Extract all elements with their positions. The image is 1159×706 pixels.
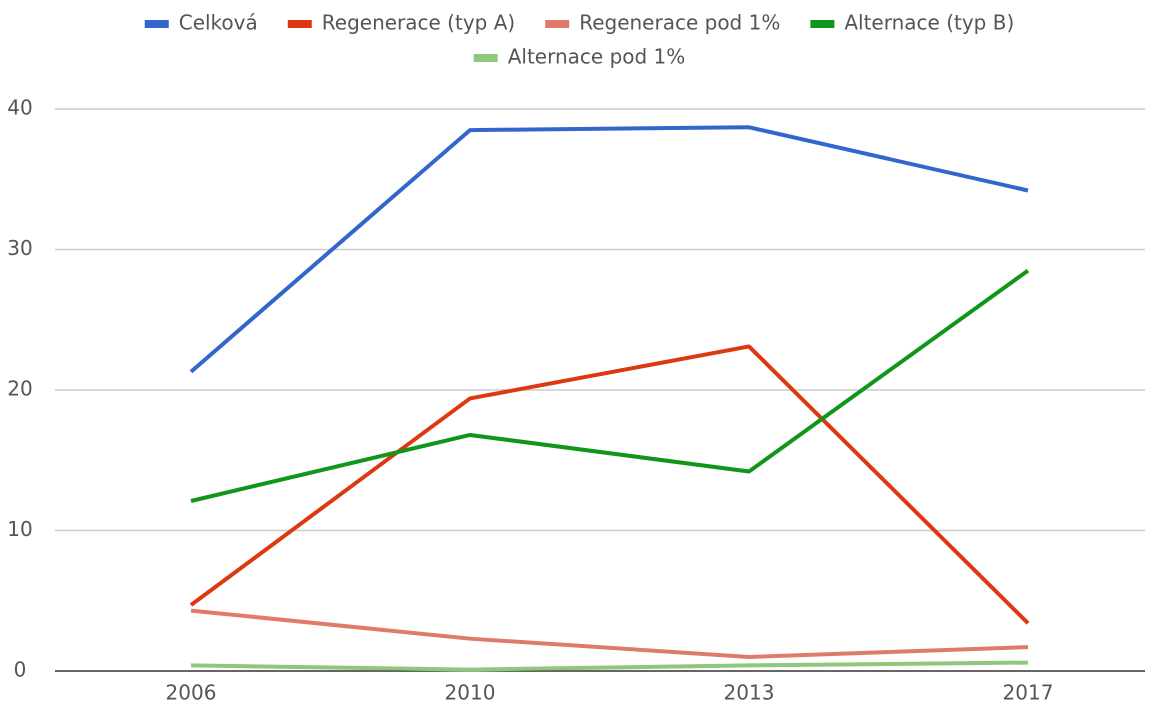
legend-label: Alternace pod 1%: [508, 45, 686, 69]
series-line: [190, 660, 1029, 672]
y-tick-label: 0: [14, 658, 27, 682]
y-tick-label: 20: [7, 377, 32, 401]
legend-label: Alternace (typ B): [844, 11, 1014, 35]
x-tick-label: 2010: [445, 681, 496, 705]
y-tick-label: 30: [7, 236, 32, 260]
series-line: [190, 608, 1029, 659]
legend-label: Regenerace (typ A): [322, 11, 515, 35]
legend-swatch: [545, 20, 570, 28]
legend-swatch: [810, 20, 835, 28]
x-tick-label: 2013: [724, 681, 775, 705]
series-line: [189, 344, 1030, 625]
y-tick-label: 10: [7, 517, 32, 541]
legend-swatch: [144, 20, 169, 28]
legend-swatch: [287, 20, 312, 28]
legend-swatch: [473, 54, 498, 62]
x-tick-label: 2006: [166, 681, 217, 705]
series-line: [189, 125, 1029, 374]
y-tick-label: 40: [7, 96, 32, 120]
x-tick-label: 2017: [1003, 681, 1054, 705]
legend-label: Regenerace pod 1%: [579, 11, 780, 35]
series-line: [190, 268, 1030, 503]
legend-label: Celková: [179, 11, 258, 35]
